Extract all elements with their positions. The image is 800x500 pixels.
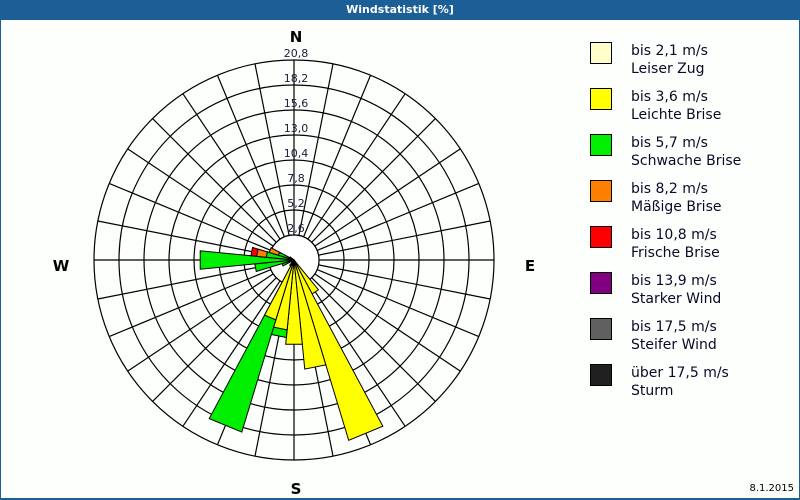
legend-range: bis 5,7 m/s (631, 135, 708, 151)
ring-label: 13,0 (284, 122, 309, 135)
legend-swatch (590, 318, 612, 340)
ring-label: 7,8 (287, 172, 305, 185)
legend-range: bis 3,6 m/s (631, 89, 708, 105)
legend-label: Leichte Brise (631, 107, 722, 123)
ring-label: 10,4 (284, 147, 309, 160)
legend-swatch (590, 180, 612, 202)
legend-swatch (590, 272, 612, 294)
legend-swatch (590, 364, 612, 386)
ring-labels: 2,6 5,2 7,8 10,4 13,0 15,6 18,2 20,8 (284, 47, 309, 235)
wind-petals (199, 246, 384, 442)
compass-n: N (290, 28, 303, 46)
legend-label: Steifer Wind (631, 337, 717, 353)
legend-label: Sturm (631, 383, 674, 399)
compass-s: S (291, 480, 302, 498)
legend-item: bis 3,6 m/s Leichte Brise (590, 88, 790, 134)
legend-item: bis 13,9 m/s Starker Wind (590, 272, 790, 318)
legend-swatch (590, 134, 612, 156)
legend-item: bis 5,7 m/s Schwache Brise (590, 134, 790, 180)
legend-range: bis 13,9 m/s (631, 273, 717, 289)
legend-range: bis 17,5 m/s (631, 319, 717, 335)
petal-segment (263, 259, 295, 321)
legend-item: über 17,5 m/s Sturm (590, 364, 790, 410)
petal-segment (199, 250, 295, 270)
wind-rose-chart: 2,6 5,2 7,8 10,4 13,0 15,6 18,2 20,8 N E S W (53, 28, 535, 498)
ring-label: 2,6 (287, 222, 305, 235)
legend-range: bis 8,2 m/s (631, 181, 708, 197)
ring-label: 20,8 (284, 47, 309, 60)
ring-label: 18,2 (284, 72, 309, 85)
legend-swatch (590, 88, 612, 110)
legend-item: bis 2,1 m/s Leiser Zug (590, 42, 790, 88)
legend-item: bis 10,8 m/s Frische Brise (590, 226, 790, 272)
chart-title: Windstatistik [%] (0, 0, 800, 20)
legend-label: Mäßige Brise (631, 199, 722, 215)
ring-label: 5,2 (287, 197, 305, 210)
legend-range: über 17,5 m/s (631, 365, 729, 381)
legend-label: Leiser Zug (631, 61, 705, 77)
legend-range: bis 2,1 m/s (631, 43, 708, 59)
petal-segment (292, 258, 295, 261)
legend-swatch (590, 226, 612, 248)
legend-swatch (590, 42, 612, 64)
compass-e: E (525, 257, 535, 275)
ring-label: 15,6 (284, 97, 309, 110)
legend-label: Starker Wind (631, 291, 722, 307)
legend-label: Schwache Brise (631, 153, 742, 169)
legend-range: bis 10,8 m/s (631, 227, 717, 243)
date-label: 8.1.2015 (749, 483, 794, 494)
legend-label: Frische Brise (631, 245, 720, 261)
compass-w: W (53, 257, 70, 275)
legend-item: bis 8,2 m/s Mäßige Brise (590, 180, 790, 226)
legend-item: bis 17,5 m/s Steifer Wind (590, 318, 790, 364)
